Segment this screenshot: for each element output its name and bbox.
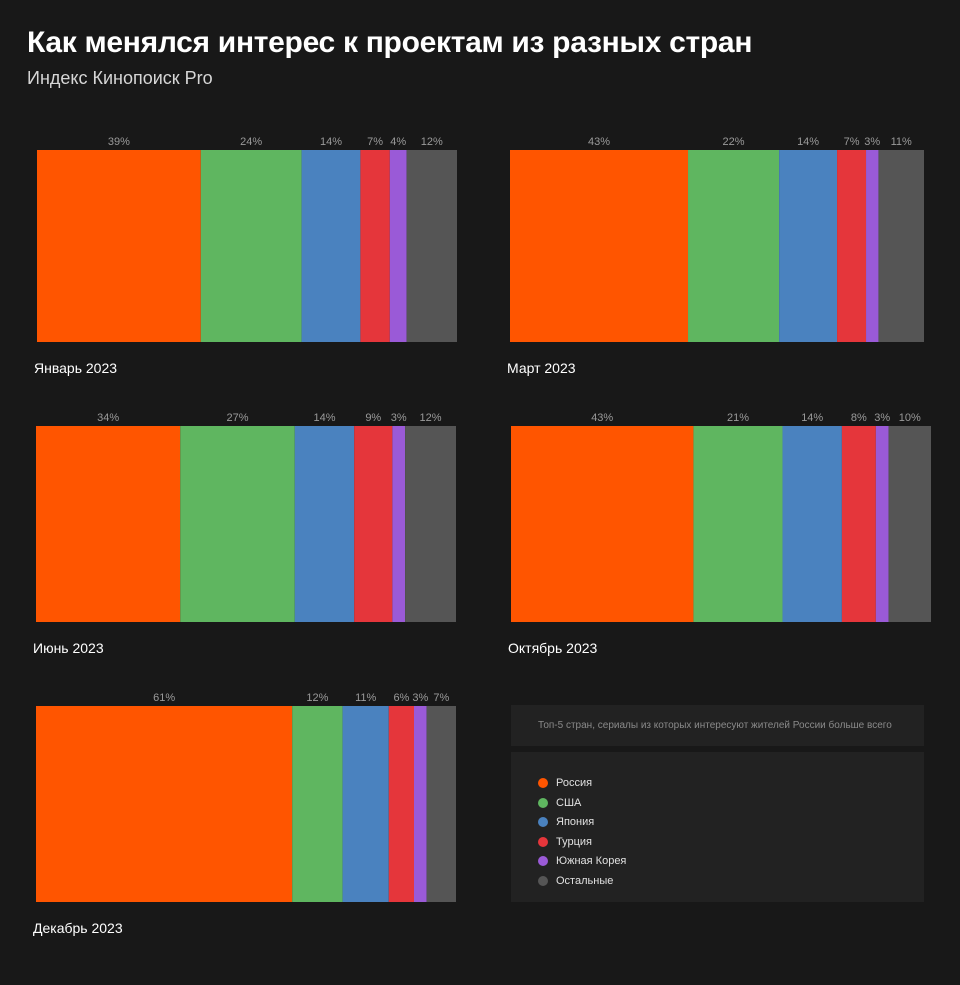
bar-label-0-0: 39% [108,136,130,148]
bar-label-3-4: 3% [874,412,890,424]
legend-label: Россия [556,777,593,789]
bar-label-4-3: 6% [393,692,409,704]
bar-segment-1-2 [779,150,838,342]
bar-label-1-2: 14% [797,136,819,148]
bar-segment-0-0 [37,150,201,342]
bar-segment-3-4 [875,426,889,622]
legend-dot [538,797,548,808]
bar-label-2-4: 3% [391,412,407,424]
bar-segment-2-5 [405,426,456,622]
legend: Россия США Япония Турция Южная Корея Остальны… [511,752,924,902]
bar-segment-0-3 [360,150,390,342]
panel-period-label-0: Январь 2023 [34,360,117,376]
legend-label: Южная Корея [556,855,627,868]
legend-dot [538,856,548,867]
bar-label-2-2: 14% [313,412,335,424]
bar-segment-0-4 [389,150,407,342]
bar-segment-4-0 [36,706,293,902]
bar-label-0-4: 4% [390,136,406,148]
bar-label-4-1: 12% [306,692,328,704]
bar-segment-3-0 [511,426,694,622]
bar-segment-3-3 [841,426,876,622]
legend-dot [538,817,548,828]
legend-dot [538,778,548,788]
bar-label-1-5: 11% [891,136,912,148]
legend-item: Россия [538,775,592,791]
bar-label-0-5: 12% [421,136,443,148]
note-text: Топ-5 стран, сериалы из которых интересу… [538,720,892,731]
bar-label-4-0: 61% [153,692,175,704]
bar-label-1-3: 7% [844,136,860,148]
bar-label-4-2: 11% [355,692,376,704]
bar-segment-2-4 [392,426,406,622]
bar-segment-0-2 [301,150,361,342]
note-panel: Топ-5 стран, сериалы из которых интересу… [511,705,924,746]
bar-segment-1-4 [866,150,879,342]
bar-segment-1-3 [837,150,867,342]
bar-segment-2-1 [180,426,295,622]
bar-label-1-1: 22% [723,136,745,148]
bar-label-3-0: 43% [591,412,613,424]
bar-segment-4-3 [388,706,414,902]
bar-segment-4-4 [414,706,427,902]
panel-period-label-2: Июнь 2023 [33,640,104,656]
bar-segment-3-5 [888,426,931,622]
bar-label-0-1: 24% [240,136,262,148]
bar-segment-3-2 [782,426,842,622]
bar-label-0-2: 14% [320,136,342,148]
panel-period-label-3: Октябрь 2023 [508,640,598,656]
bar-segment-2-0 [36,426,181,622]
bar-label-3-5: 10% [899,412,921,424]
legend-label: Япония [556,816,595,829]
bar-label-2-1: 27% [226,412,248,424]
bar-label-1-0: 43% [588,136,610,148]
bar-label-2-5: 12% [420,412,442,424]
legend-label: Турция [556,835,592,848]
bar-segment-2-3 [354,426,393,622]
legend-item: Остальные [538,873,613,889]
bar-segment-4-5 [426,706,456,902]
panel-period-label-1: Март 2023 [507,360,576,376]
bar-segment-4-1 [292,706,343,902]
bar-label-3-2: 14% [801,412,823,424]
bar-label-3-1: 21% [727,412,749,424]
bar-label-4-4: 3% [412,692,428,704]
bar-segment-4-2 [342,706,389,902]
legend-item: США [538,795,581,811]
bar-label-1-4: 3% [864,136,880,148]
legend-label: Остальные [556,875,614,887]
legend-dot [538,836,548,847]
panel-period-label-4: Декабрь 2023 [33,920,123,936]
legend-item: Япония [538,814,594,830]
page-subtitle: Индекс Кинопоиск Pro [27,68,213,88]
bar-segment-0-5 [406,150,457,342]
bar-segment-0-1 [200,150,302,342]
bar-segment-1-1 [688,150,780,342]
bar-label-2-3: 9% [365,412,381,424]
legend-label: США [556,796,582,809]
bar-label-0-3: 7% [367,136,383,148]
bar-label-4-5: 7% [433,692,449,704]
bar-segment-2-2 [294,426,355,622]
bar-segment-1-5 [878,150,924,342]
legend-item: Турция [538,834,592,850]
bar-label-2-0: 34% [97,412,119,424]
bar-label-3-3: 8% [851,412,867,424]
legend-dot [538,876,548,886]
page-title: Как менялся интерес к проектам из разных… [27,26,753,59]
legend-item: Южная Корея [538,853,626,869]
bar-segment-3-1 [693,426,783,622]
bar-segment-1-0 [510,150,689,342]
